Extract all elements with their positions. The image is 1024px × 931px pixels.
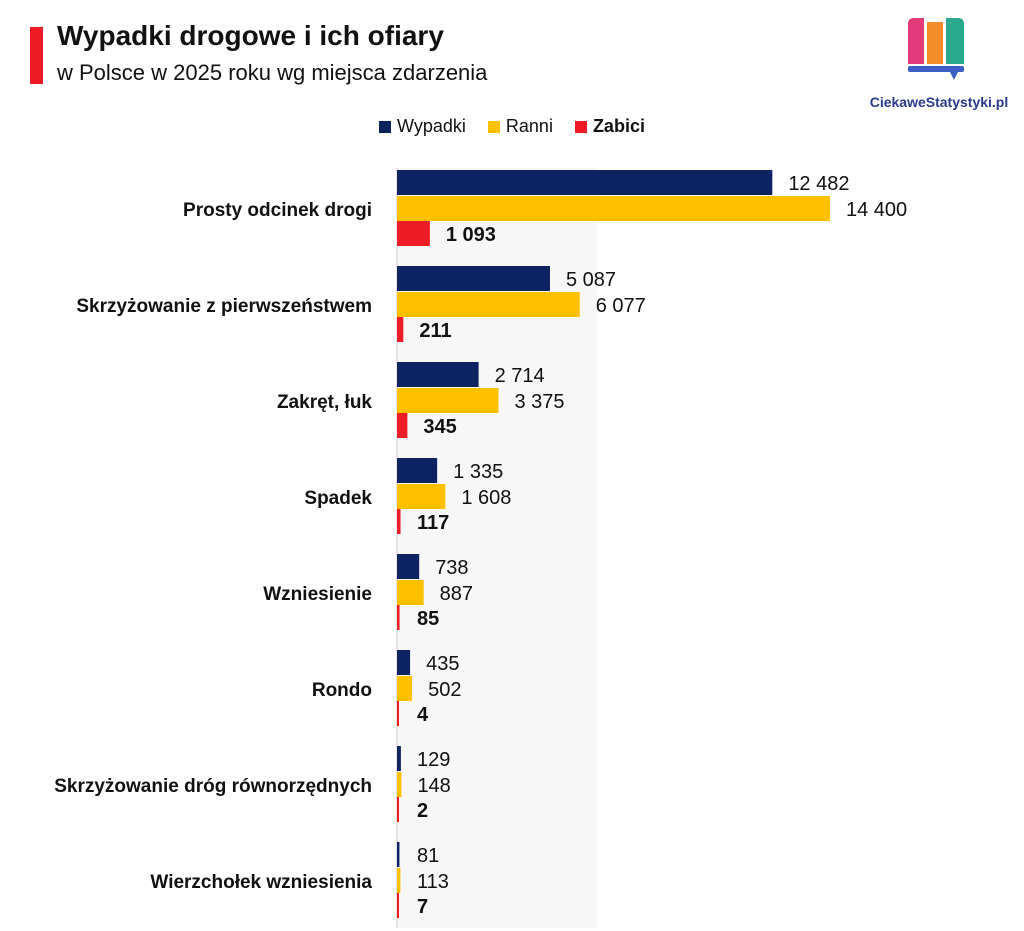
data-label-wypadki: 1 335 [453, 461, 503, 483]
bar-wypadki [397, 266, 550, 291]
bar-zabici [397, 605, 400, 630]
category-label: Spadek [304, 488, 372, 509]
bar-zabici [397, 797, 399, 822]
chart-subtitle: w Polsce w 2025 roku wg miejsca zdarzeni… [57, 60, 488, 85]
data-label-ranni: 113 [417, 871, 449, 893]
title-accent-bar [30, 27, 43, 84]
bar-wypadki [397, 170, 773, 195]
category-label: Wierzchołek wzniesienia [150, 872, 372, 893]
legend-item-wypadki: Wypadki [379, 116, 466, 137]
data-label-zabici: 1 093 [446, 224, 496, 246]
data-label-zabici: 345 [423, 416, 456, 438]
category-label: Zakręt, łuk [277, 392, 372, 413]
data-label-ranni: 502 [428, 679, 461, 701]
data-label-ranni: 14 400 [846, 199, 907, 221]
bar-ranni [397, 196, 830, 221]
bar-ranni [397, 772, 402, 797]
bar-wypadki [397, 746, 401, 771]
data-label-wypadki: 435 [426, 653, 459, 675]
data-label-wypadki: 738 [435, 557, 468, 579]
data-label-zabici: 117 [417, 512, 449, 534]
bar-ranni [397, 580, 424, 605]
data-label-wypadki: 2 714 [495, 365, 545, 387]
category-label: Prosty odcinek drogi [183, 200, 372, 221]
data-label-wypadki: 81 [417, 845, 439, 867]
bar-wypadki [397, 554, 420, 579]
logo-bars-icon [908, 18, 964, 80]
bar-zabici [397, 317, 404, 342]
logo-text: CiekaweStatystyki.pl [869, 94, 1009, 110]
legend-item-ranni: Ranni [487, 116, 553, 137]
category-label: Skrzyżowanie z pierwszeństwem [76, 296, 372, 317]
bar-wypadki [397, 362, 479, 387]
bar-ranni [397, 676, 413, 701]
site-logo[interactable]: CiekaweStatystyki.pl [864, 14, 1014, 110]
bar-zabici [397, 509, 401, 534]
category-label: Rondo [312, 680, 372, 701]
data-label-ranni: 148 [417, 775, 450, 797]
bar-ranni [397, 484, 446, 509]
bar-zabici [397, 221, 430, 246]
legend-label: Wypadki [397, 116, 466, 136]
bar-ranni [397, 868, 401, 893]
chart-title: Wypadki drogowe i ich ofiary [57, 20, 444, 51]
legend-label: Ranni [505, 116, 553, 136]
legend-label: Zabici [592, 116, 645, 136]
data-label-wypadki: 12 482 [788, 173, 849, 195]
legend-item-zabici: Zabici [574, 116, 645, 137]
bar-wypadki [397, 458, 438, 483]
data-label-ranni: 6 077 [596, 295, 646, 317]
data-label-ranni: 3 375 [514, 391, 564, 413]
legend-swatch [379, 120, 392, 133]
category-label: Wzniesienie [263, 584, 372, 605]
data-label-ranni: 887 [440, 583, 473, 605]
data-label-zabici: 2 [417, 800, 428, 822]
data-label-zabici: 7 [417, 896, 428, 918]
bar-wypadki [397, 842, 400, 867]
data-label-zabici: 211 [419, 320, 451, 342]
bar-zabici [397, 701, 399, 726]
legend-swatch [487, 120, 500, 133]
data-label-zabici: 85 [417, 608, 439, 630]
data-label-ranni: 1 608 [461, 487, 511, 509]
bar-ranni [397, 388, 499, 413]
legend: Wypadki Ranni Zabici [0, 116, 1024, 137]
legend-swatch [574, 120, 587, 133]
category-label: Skrzyżowanie dróg równorzędnych [54, 776, 372, 797]
data-label-wypadki: 5 087 [566, 269, 616, 291]
bar-ranni [397, 292, 580, 317]
bar-wypadki [397, 650, 411, 675]
data-label-wypadki: 129 [417, 749, 450, 771]
bar-zabici [397, 413, 408, 438]
bar-zabici [397, 893, 399, 918]
data-label-zabici: 4 [417, 704, 429, 726]
